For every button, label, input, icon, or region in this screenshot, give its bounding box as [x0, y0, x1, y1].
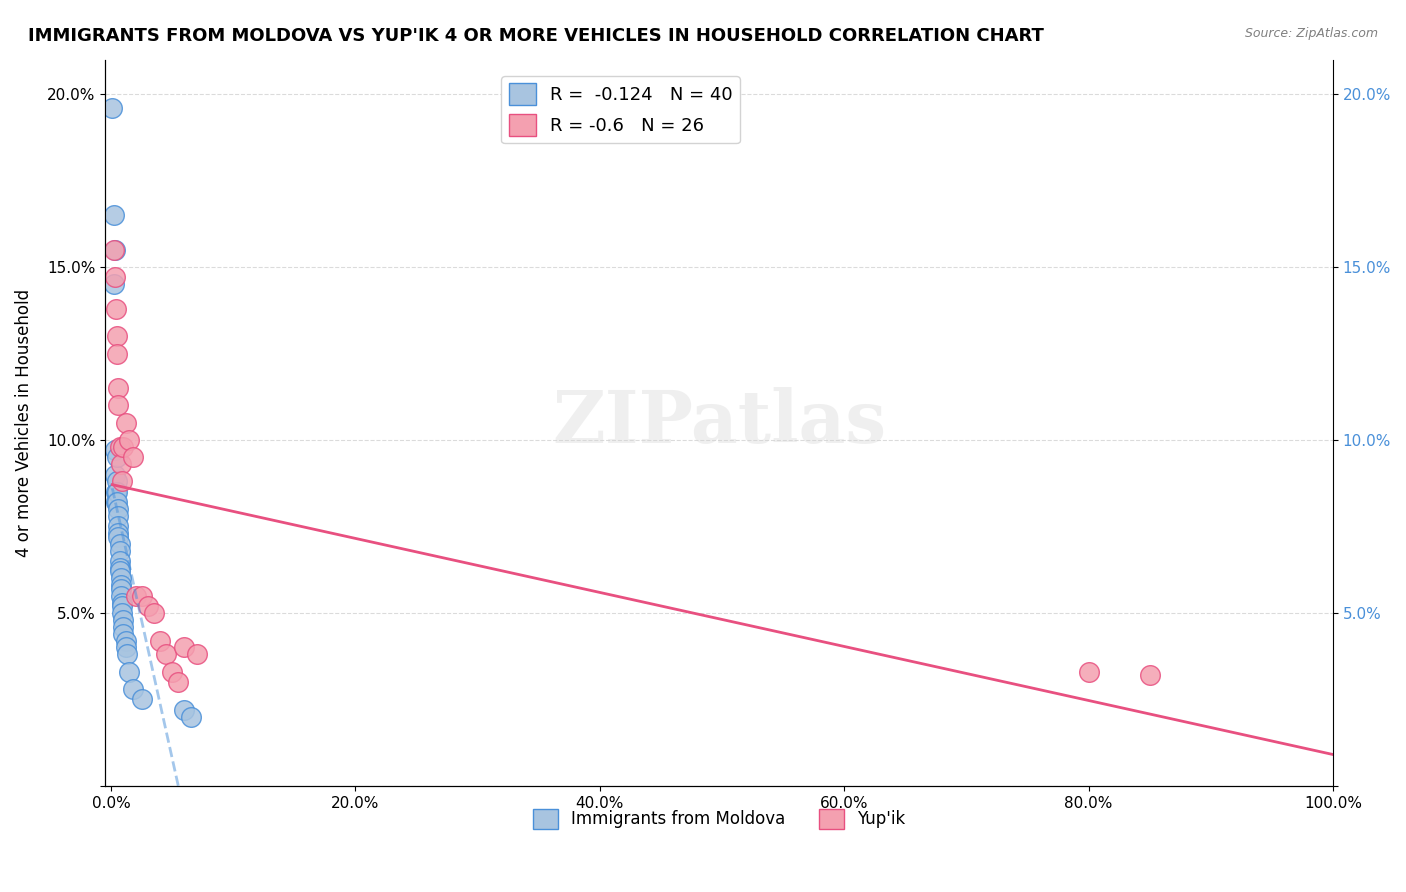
Text: ZIPatlas: ZIPatlas: [553, 387, 886, 458]
Point: [104, 243, 127, 257]
Point: [110, 571, 132, 585]
Point: [110, 457, 132, 471]
Text: IMMIGRANTS FROM MOLDOVA VS YUP'IK 4 OR MORE VEHICLES IN HOUSEHOLD CORRELATION CH: IMMIGRANTS FROM MOLDOVA VS YUP'IK 4 OR M…: [28, 27, 1045, 45]
Point: [107, 502, 129, 516]
Point: [108, 565, 131, 579]
Point: [149, 633, 172, 648]
Point: [115, 648, 138, 662]
Point: [110, 582, 132, 596]
Point: [112, 613, 135, 627]
Point: [155, 648, 177, 662]
Point: [142, 606, 165, 620]
Point: [104, 443, 127, 458]
Point: [111, 599, 134, 613]
Point: [105, 495, 128, 509]
Point: [167, 675, 190, 690]
Point: [118, 433, 141, 447]
Text: Source: ZipAtlas.com: Source: ZipAtlas.com: [1244, 27, 1378, 40]
Point: [107, 519, 129, 533]
Point: [136, 599, 159, 613]
Point: [173, 703, 195, 717]
Point: [103, 277, 125, 292]
Point: [131, 589, 153, 603]
Point: [108, 537, 131, 551]
Point: [105, 346, 128, 360]
Point: [104, 484, 127, 499]
Point: [110, 578, 132, 592]
Point: [103, 243, 125, 257]
Point: [131, 692, 153, 706]
Point: [114, 416, 136, 430]
Point: [111, 595, 134, 609]
Point: [112, 626, 135, 640]
Point: [105, 329, 128, 343]
Point: [179, 709, 201, 723]
Point: [105, 450, 128, 465]
Point: [104, 495, 127, 509]
Point: [118, 665, 141, 679]
Point: [114, 640, 136, 655]
Point: [107, 398, 129, 412]
Point: [107, 509, 129, 524]
Point: [111, 475, 134, 489]
Point: [107, 381, 129, 395]
Point: [108, 561, 131, 575]
Point: [104, 270, 127, 285]
Point: [108, 440, 131, 454]
Point: [1139, 668, 1161, 682]
Point: [1077, 665, 1099, 679]
Point: [107, 526, 129, 541]
Point: [160, 665, 183, 679]
Point: [107, 530, 129, 544]
Point: [104, 301, 127, 316]
Y-axis label: 4 or more Vehicles in Household: 4 or more Vehicles in Household: [15, 289, 32, 557]
Point: [105, 484, 128, 499]
Point: [110, 589, 132, 603]
Point: [111, 606, 134, 620]
Point: [112, 620, 135, 634]
Point: [122, 450, 145, 465]
Point: [124, 589, 146, 603]
Point: [122, 681, 145, 696]
Point: [186, 648, 208, 662]
Point: [104, 467, 127, 482]
Point: [114, 633, 136, 648]
Point: [173, 640, 195, 655]
Legend: Immigrants from Moldova, Yup'ik: Immigrants from Moldova, Yup'ik: [526, 802, 912, 836]
Point: [108, 554, 131, 568]
Point: [105, 475, 128, 489]
Point: [101, 101, 124, 115]
Point: [103, 208, 125, 222]
Point: [108, 543, 131, 558]
Point: [112, 440, 135, 454]
